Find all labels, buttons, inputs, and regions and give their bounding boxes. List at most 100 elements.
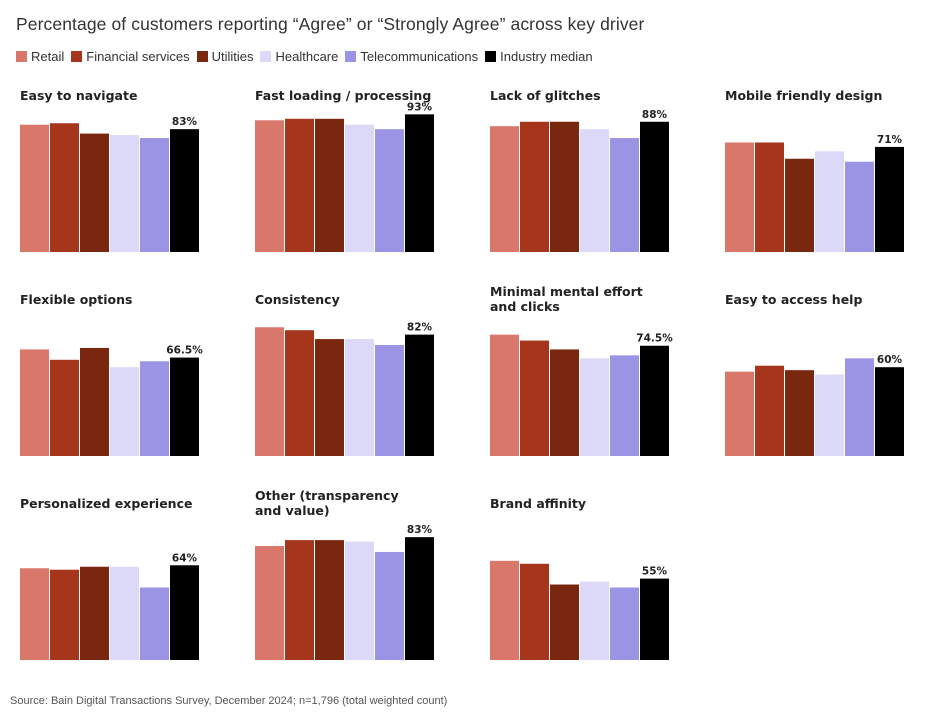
bar-financial-services	[520, 563, 549, 660]
legend-swatch	[16, 51, 27, 62]
bar-retail	[255, 327, 284, 456]
bar-chart: 93%	[255, 101, 434, 252]
bar-retail	[20, 568, 49, 660]
bar-telecommunications	[375, 551, 404, 660]
panel-title: Flexible options	[20, 292, 133, 307]
bar-retail	[490, 560, 519, 660]
data-label: 66.5%	[166, 345, 203, 357]
bar-telecommunications	[375, 345, 404, 456]
bar-industry-median	[640, 578, 669, 660]
legend-item: Industry median	[485, 49, 593, 64]
bar-chart: 64%	[20, 552, 199, 660]
bar-utilities	[80, 347, 109, 456]
bar-chart: 82%	[255, 322, 434, 456]
bar-retail	[255, 546, 284, 660]
chart-panel: Minimal mental effort and clicks 74.5%	[486, 284, 686, 482]
bar-chart: 88%	[490, 109, 669, 252]
legend-swatch	[485, 51, 497, 62]
bar-utilities	[785, 370, 814, 456]
legend-label: Healthcare	[275, 49, 339, 64]
bar-chart: 83%	[20, 116, 199, 252]
bar-industry-median	[170, 129, 199, 252]
chart-panel: Personalized experience 64%	[16, 496, 216, 686]
bar-healthcare	[580, 358, 609, 456]
data-label: 82%	[407, 322, 433, 334]
panel-title: Brand affinity	[490, 496, 587, 511]
legend-label: Telecommunications	[360, 49, 479, 64]
bar-industry-median	[640, 345, 669, 456]
data-label: 64%	[172, 552, 198, 564]
bar-retail	[725, 371, 754, 456]
legend-item: Utilities	[196, 49, 254, 64]
bar-telecommunications	[140, 361, 169, 456]
data-label: 74.5%	[636, 333, 673, 345]
bar-healthcare	[815, 374, 844, 456]
chart-panel: Mobile friendly design 71%	[721, 88, 921, 278]
panel-title: Other (transparency and value)	[255, 488, 399, 518]
legend-item: Financial services	[71, 49, 190, 64]
data-label: 83%	[407, 524, 433, 536]
bar-chart: 83%	[255, 524, 434, 660]
bar-chart: 71%	[725, 134, 904, 252]
bar-utilities	[550, 121, 579, 252]
bar-financial-services	[50, 359, 79, 456]
legend-swatch	[260, 51, 272, 62]
bar-industry-median	[170, 565, 199, 660]
bar-telecommunications	[610, 355, 639, 456]
legend: Retail Financial services Utilities Healthc…	[16, 49, 600, 64]
legend-swatch	[196, 51, 208, 62]
bar-financial-services	[285, 540, 314, 660]
bar-healthcare	[580, 581, 609, 660]
bar-financial-services	[520, 340, 549, 456]
bar-chart: 55%	[490, 560, 669, 660]
bar-industry-median	[405, 537, 434, 660]
chart-title: Percentage of customers reporting “Agree…	[16, 14, 645, 34]
panel-title: Easy to navigate	[20, 88, 138, 103]
panel-title: Minimal mental effort and clicks	[490, 284, 643, 314]
data-label: 55%	[642, 566, 668, 578]
bar-retail	[490, 334, 519, 456]
legend-label: Utilities	[211, 49, 254, 64]
bar-healthcare	[110, 367, 139, 456]
bar-telecommunications	[140, 587, 169, 660]
bar-industry-median	[640, 121, 669, 252]
bar-utilities	[550, 584, 579, 660]
bar-retail	[20, 124, 49, 252]
bar-healthcare	[345, 124, 374, 252]
bar-financial-services	[285, 330, 314, 456]
bar-healthcare	[110, 135, 139, 252]
bar-utilities	[315, 540, 344, 660]
legend-item: Telecommunications	[345, 49, 478, 64]
panel-title: Fast loading / processing	[255, 88, 432, 103]
bar-financial-services	[50, 569, 79, 660]
bar-retail	[725, 142, 754, 252]
bar-healthcare	[815, 151, 844, 252]
bar-healthcare	[345, 339, 374, 456]
bar-telecommunications	[845, 161, 874, 252]
bar-telecommunications	[375, 129, 404, 252]
chart-panel: Lack of glitches 88%	[486, 88, 686, 278]
panel-title: Lack of glitches	[490, 88, 601, 103]
bar-retail	[255, 120, 284, 252]
bar-utilities	[550, 349, 579, 456]
bar-industry-median	[170, 357, 199, 456]
legend-item: Retail	[16, 49, 64, 64]
legend-item: Healthcare	[260, 49, 338, 64]
panel-title: Easy to access help	[725, 292, 863, 307]
bar-telecommunications	[610, 587, 639, 660]
chart-panel: Consistency 82%	[251, 292, 451, 482]
bar-industry-median	[875, 146, 904, 252]
legend-swatch	[345, 51, 357, 62]
bar-chart: 60%	[725, 354, 904, 456]
panel-title: Consistency	[255, 292, 340, 307]
bar-telecommunications	[140, 138, 169, 252]
data-label: 93%	[407, 101, 433, 113]
bar-telecommunications	[610, 138, 639, 252]
bar-financial-services	[520, 121, 549, 252]
chart-panel: Brand affinity 55%	[486, 496, 686, 686]
bar-telecommunications	[845, 358, 874, 456]
chart-panel: Flexible options 66.5%	[16, 292, 216, 482]
bar-healthcare	[345, 541, 374, 660]
bar-healthcare	[580, 129, 609, 252]
bar-industry-median	[875, 367, 904, 456]
